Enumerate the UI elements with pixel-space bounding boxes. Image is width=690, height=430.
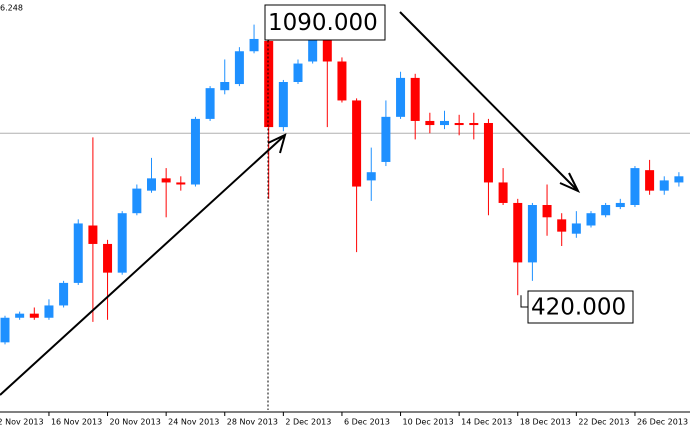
- candle-body: [15, 313, 25, 318]
- candle-body: [396, 77, 406, 117]
- plot: 12 Nov 2013 16 Nov 2013 20 Nov 2013 24 Nov …: [0, 4, 690, 427]
- annotation-box: [264, 4, 386, 41]
- candle-body: [117, 213, 127, 273]
- candle-body: [674, 176, 684, 183]
- candle-body: [352, 100, 362, 187]
- candle-body: [513, 202, 523, 263]
- arrow-head: [267, 133, 287, 154]
- candle-body: [571, 223, 581, 234]
- x-tick-label: 26 Dec 2013: [637, 418, 688, 427]
- candle-body: [630, 168, 640, 205]
- x-tick-label: 22 Dec 2013: [578, 418, 629, 427]
- candle-body: [59, 282, 69, 306]
- candle-body: [410, 77, 420, 121]
- x-tick-label: 14 Dec 2013: [461, 418, 512, 427]
- annotation-box: [527, 290, 634, 324]
- x-tick-label: 16 Nov 2013: [51, 418, 102, 427]
- x-tick-label: 10 Dec 2013: [403, 418, 454, 427]
- x-tick-label: 24 Nov 2013: [168, 418, 219, 427]
- candle-body: [308, 28, 318, 62]
- candle-body: [498, 182, 508, 203]
- annotation-label: 420.000: [531, 295, 626, 321]
- candle-body: [44, 305, 54, 318]
- candle-body: [425, 120, 435, 126]
- candle-body: [645, 170, 655, 191]
- candle-body: [337, 61, 347, 101]
- candle-body: [527, 205, 537, 263]
- candle-body: [322, 28, 332, 62]
- candle-body: [366, 172, 376, 181]
- candle-body: [615, 202, 625, 208]
- x-tick-label: 6 Dec 2013: [344, 418, 390, 427]
- x-tick-label: 18 Dec 2013: [520, 418, 571, 427]
- candle-body: [601, 205, 611, 216]
- candle-body: [659, 180, 669, 191]
- candle-body: [440, 120, 449, 126]
- candle-body: [29, 313, 39, 318]
- candle-body: [454, 123, 464, 126]
- candle-body: [293, 63, 303, 82]
- candle-body: [161, 178, 171, 183]
- annotation-label: 1090.000: [268, 10, 378, 36]
- x-tick-label: 12 Nov 2013: [0, 418, 44, 427]
- candle-body: [103, 243, 113, 273]
- candle-body: [249, 38, 259, 52]
- arrow-head: [559, 172, 581, 194]
- candle-body: [264, 41, 274, 128]
- x-tick-label: 28 Nov 2013: [227, 418, 278, 427]
- corner-label: 6.248: [0, 4, 23, 13]
- trend-arrow-down: [399, 11, 578, 191]
- trend-arrow-up: [0, 135, 285, 396]
- candle-body: [132, 188, 142, 214]
- x-tick-label: 20 Nov 2013: [110, 418, 161, 427]
- candle-body: [469, 123, 479, 126]
- candle-body: [88, 225, 98, 244]
- candle-body: [278, 82, 288, 128]
- candle-body: [176, 182, 186, 185]
- candle-body: [220, 82, 230, 91]
- candle-body: [73, 223, 83, 283]
- candle-body: [205, 88, 215, 119]
- annotation-line: [520, 295, 528, 308]
- candle-body: [0, 317, 10, 343]
- x-tick-label: 2 Dec 2013: [285, 418, 331, 427]
- candle-body: [147, 178, 156, 191]
- candle-body: [234, 51, 244, 85]
- candle-body: [542, 205, 552, 218]
- candle-body: [557, 219, 567, 232]
- candle-body: [381, 116, 391, 162]
- candle-body: [190, 118, 200, 185]
- candle-body: [586, 213, 596, 226]
- trend-arrows: [0, 11, 581, 396]
- candle-body: [483, 123, 493, 183]
